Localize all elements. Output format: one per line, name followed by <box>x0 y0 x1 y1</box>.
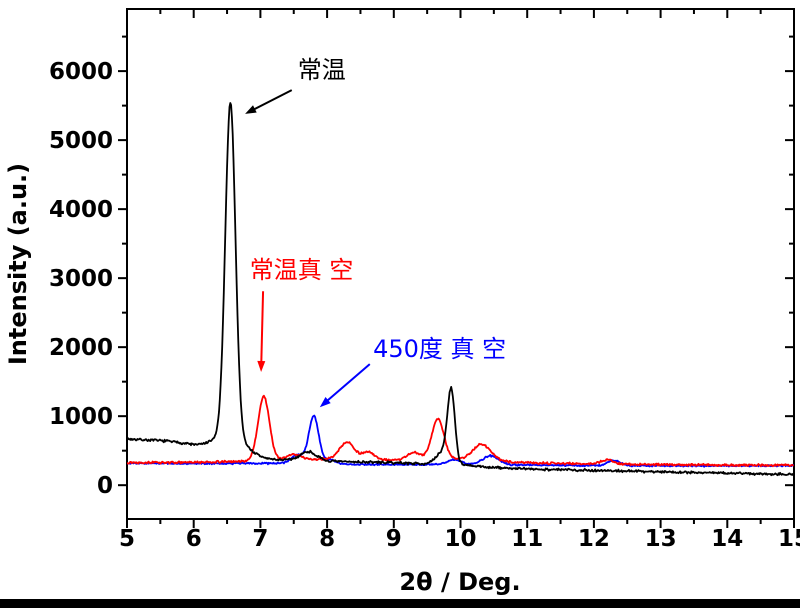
y-tick-label: 0 <box>97 473 113 499</box>
annotation-arrowhead-2 <box>319 397 331 408</box>
x-tick-label: 7 <box>252 526 268 552</box>
y-tick-label: 2000 <box>49 335 113 361</box>
y-tick-label: 1000 <box>49 404 113 430</box>
annotation-arrowhead-0 <box>245 105 257 114</box>
curve-450度-真-空 <box>127 414 794 468</box>
y-tick-label: 6000 <box>49 59 113 85</box>
axes-layer: 5 6 7 8 9 10 11 12 13 14 15 0 1000 2000 3000 4000 5000 60… <box>49 8 800 552</box>
annotation-text-1: 常温真 空 <box>250 256 354 284</box>
annotation-arrowhead-1 <box>257 360 266 372</box>
annotation-arrow-line-2 <box>323 363 371 405</box>
annotation-arrow-line-1 <box>260 291 265 367</box>
plot-frame <box>126 8 795 520</box>
y-tick-label: 3000 <box>49 266 113 292</box>
x-tick-label: 14 <box>711 526 743 552</box>
x-tick-label: 12 <box>578 526 610 552</box>
x-tick-label: 10 <box>444 526 476 552</box>
curves-layer <box>127 102 794 477</box>
x-tick-label: 11 <box>511 526 543 552</box>
y-tick-label: 4000 <box>49 197 113 223</box>
x-tick-label: 9 <box>386 526 402 552</box>
x-tick-label: 13 <box>645 526 677 552</box>
x-tick-label: 5 <box>119 526 135 552</box>
annotation-arrow-line-0 <box>249 89 293 113</box>
curve-常温 <box>127 102 794 477</box>
y-tick-label: 5000 <box>49 128 113 154</box>
x-tick-label: 6 <box>186 526 202 552</box>
x-tick-label: 8 <box>319 526 335 552</box>
x-tick-label: 15 <box>778 526 800 552</box>
annotation-text-0: 常温 <box>298 56 346 84</box>
annotation-text-2: 450度 真 空 <box>373 335 506 363</box>
x-axis-title: 2θ / Deg. <box>399 568 520 596</box>
bottom-border <box>0 599 800 608</box>
y-axis-title: Intensity (a.u.) <box>4 163 32 365</box>
curve-常温真-空 <box>127 394 794 468</box>
